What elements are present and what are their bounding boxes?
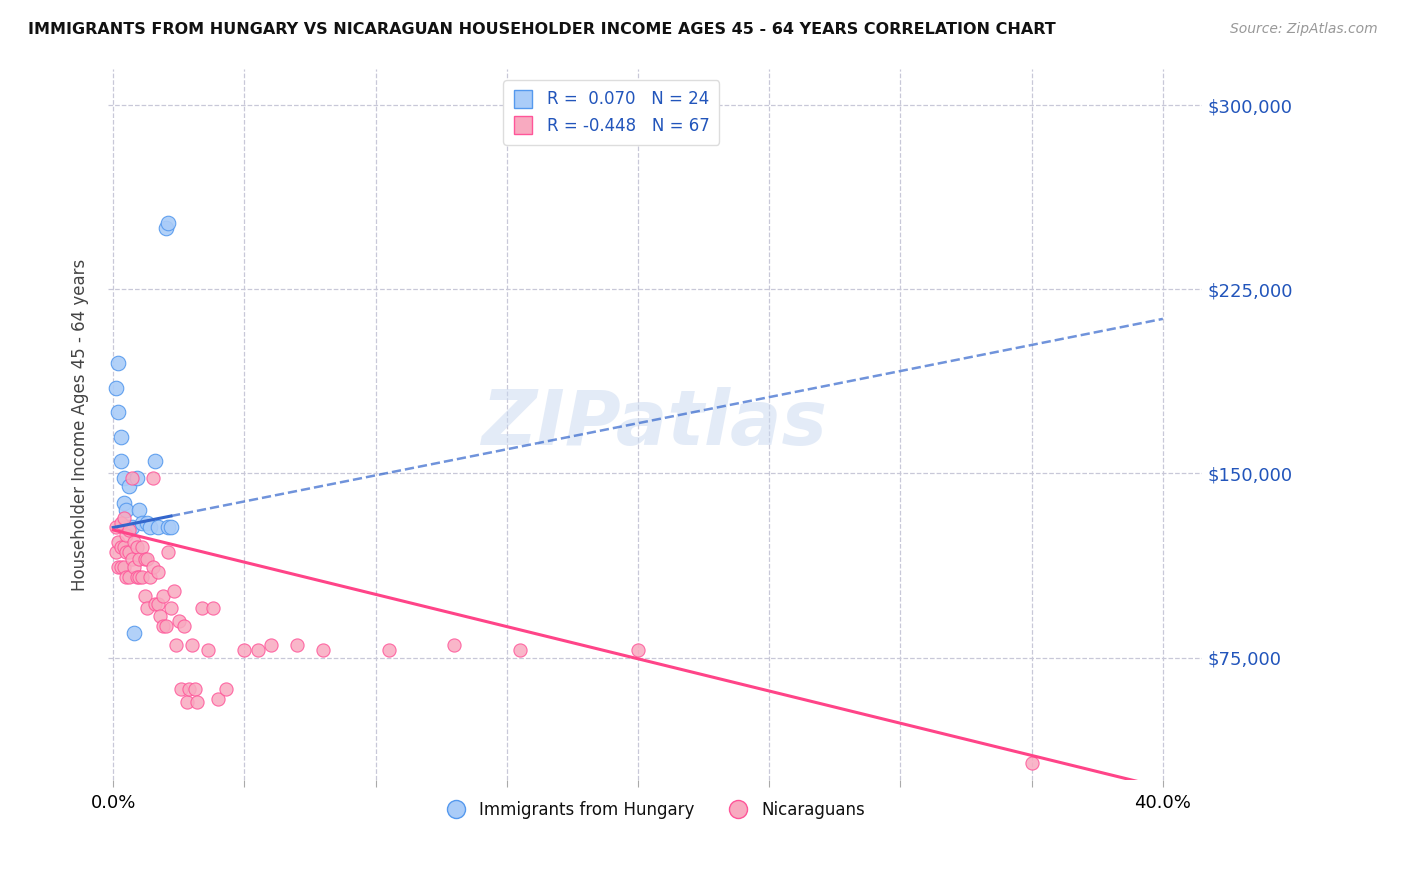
Point	[125, 569, 148, 583]
Point	[107, 559, 129, 574]
Point	[118, 545, 141, 559]
Text: IMMIGRANTS FROM HUNGARY VS NICARAGUAN HOUSEHOLDER INCOME AGES 45 - 64 YEARS CORR: IMMIGRANTS FROM HUNGARY VS NICARAGUAN HO…	[28, 22, 1056, 37]
Point	[118, 569, 141, 583]
Point	[115, 528, 138, 542]
Point	[112, 559, 135, 574]
Point	[118, 520, 141, 534]
Point	[104, 520, 127, 534]
Point	[104, 381, 127, 395]
Point	[115, 545, 138, 559]
Point	[107, 405, 129, 419]
Point	[121, 520, 143, 534]
Point	[122, 559, 145, 574]
Point	[146, 565, 169, 579]
Point	[152, 589, 174, 603]
Point	[115, 520, 138, 534]
Point	[142, 471, 165, 485]
Point	[110, 454, 132, 468]
Point	[1021, 756, 1043, 771]
Point	[104, 545, 127, 559]
Point	[112, 471, 135, 485]
Point	[134, 589, 156, 603]
Point	[155, 221, 177, 235]
Point	[139, 569, 162, 583]
Point	[110, 540, 132, 554]
Point	[157, 520, 180, 534]
Point	[162, 584, 184, 599]
Point	[131, 540, 153, 554]
Point	[112, 496, 135, 510]
Point	[122, 535, 145, 549]
Point	[121, 552, 143, 566]
Point	[509, 643, 531, 657]
Point	[115, 569, 138, 583]
Point	[181, 638, 204, 652]
Point	[125, 540, 148, 554]
Point	[160, 601, 183, 615]
Text: ZIPatlas: ZIPatlas	[482, 387, 828, 461]
Point	[233, 643, 256, 657]
Point	[246, 643, 269, 657]
Point	[131, 569, 153, 583]
Point	[122, 626, 145, 640]
Point	[107, 535, 129, 549]
Point	[107, 356, 129, 370]
Point	[173, 618, 195, 632]
Point	[260, 638, 283, 652]
Point	[128, 569, 150, 583]
Point	[112, 510, 135, 524]
Point	[152, 618, 174, 632]
Point	[312, 643, 335, 657]
Point	[128, 552, 150, 566]
Text: Source: ZipAtlas.com: Source: ZipAtlas.com	[1230, 22, 1378, 37]
Point	[143, 454, 166, 468]
Point	[176, 695, 198, 709]
Point	[179, 682, 201, 697]
Point	[201, 601, 224, 615]
Point	[112, 540, 135, 554]
Point	[139, 520, 162, 534]
Point	[118, 479, 141, 493]
Point	[155, 618, 177, 632]
Point	[136, 552, 159, 566]
Point	[167, 614, 190, 628]
Point	[183, 682, 205, 697]
Y-axis label: Householder Income Ages 45 - 64 years: Householder Income Ages 45 - 64 years	[72, 259, 89, 591]
Point	[157, 216, 180, 230]
Point	[443, 638, 465, 652]
Point	[285, 638, 308, 652]
Point	[143, 597, 166, 611]
Point	[191, 601, 214, 615]
Point	[142, 559, 165, 574]
Point	[115, 503, 138, 517]
Point	[128, 503, 150, 517]
Point	[165, 638, 187, 652]
Point	[136, 516, 159, 530]
Point	[125, 471, 148, 485]
Point	[136, 601, 159, 615]
Point	[186, 695, 208, 709]
Point	[207, 692, 229, 706]
Point	[146, 597, 169, 611]
Point	[197, 643, 219, 657]
Point	[627, 643, 650, 657]
Point	[121, 471, 143, 485]
Point	[110, 516, 132, 530]
Point	[170, 682, 193, 697]
Point	[118, 523, 141, 537]
Point	[160, 520, 183, 534]
Point	[378, 643, 401, 657]
Point	[215, 682, 238, 697]
Point	[146, 520, 169, 534]
Point	[110, 559, 132, 574]
Point	[157, 545, 180, 559]
Point	[149, 608, 172, 623]
Point	[110, 430, 132, 444]
Legend: Immigrants from Hungary, Nicaraguans: Immigrants from Hungary, Nicaraguans	[439, 794, 872, 825]
Point	[134, 552, 156, 566]
Point	[131, 516, 153, 530]
